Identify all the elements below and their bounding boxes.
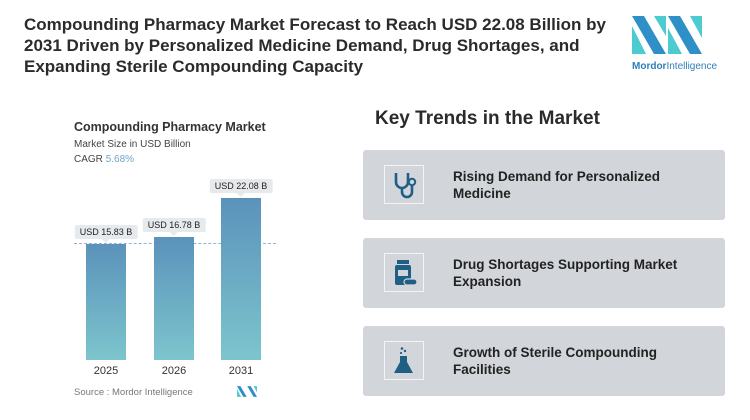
chart-subtitle: Market Size in USD Billion [74, 139, 191, 150]
x-tick-label: 2031 [228, 365, 254, 377]
bar-2025 [86, 243, 126, 360]
stethoscope-icon [394, 173, 417, 199]
flask-icon [394, 347, 413, 373]
trend-label: Growth of Sterile Compounding Facilities [453, 345, 657, 377]
cagr-label: CAGR [74, 154, 103, 165]
trend-card: Growth of Sterile Compounding Facilities [363, 326, 725, 396]
data-label: USD 22.08 B [209, 179, 273, 197]
mordor-intelligence-logo: MordorIntelligence [632, 16, 717, 72]
data-label: USD 16.78 B [142, 217, 206, 236]
chart-title: Compounding Pharmacy Market [74, 120, 266, 134]
logo-suffix: Intelligence [666, 61, 718, 72]
bar-2031 [221, 198, 261, 360]
source-note: Source : Mordor Intelligence [74, 387, 193, 398]
data-label: USD 15.83 B [74, 224, 138, 243]
key-trends-title: Key Trends in the Market [375, 108, 600, 129]
trend-label: Rising Demand for Personalized Medicine [453, 169, 661, 201]
trend-label: Drug Shortages Supporting Market Expansi… [453, 257, 678, 289]
x-tick-label: 2026 [161, 365, 187, 377]
bar-2026 [154, 236, 194, 360]
logo-mark-icon [632, 16, 702, 54]
medicine-bottle-icon [395, 260, 418, 286]
chart-cagr: CAGR 5.68% [74, 154, 134, 165]
x-tick-label: 2025 [93, 365, 119, 377]
source-logo-icon [237, 386, 257, 397]
cagr-value: 5.68% [105, 154, 135, 165]
page-title: Compounding Pharmacy Market Forecast to … [24, 15, 606, 76]
logo-brand: Mordor [632, 61, 667, 72]
trend-card: Drug Shortages Supporting Market Expansi… [363, 238, 725, 308]
trend-card: Rising Demand for Personalized Medicine [363, 150, 725, 220]
